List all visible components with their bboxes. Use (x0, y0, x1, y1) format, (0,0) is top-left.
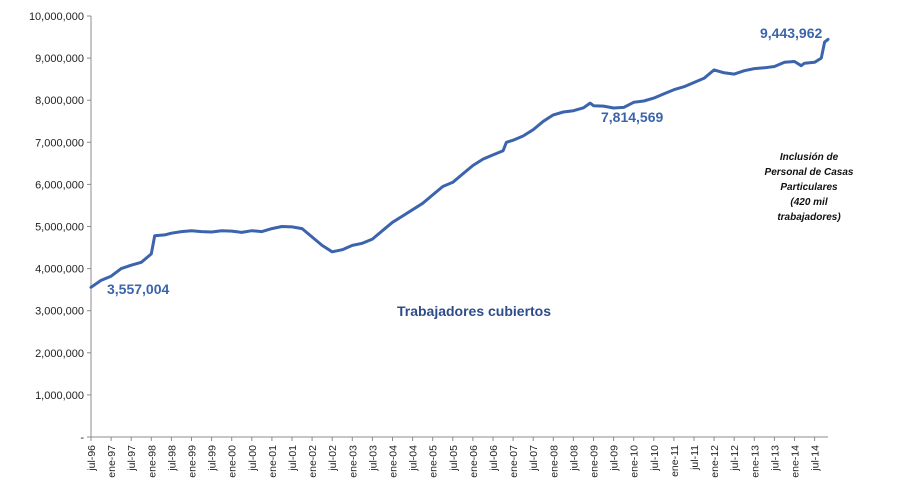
y-axis-ticks: - 1,000,000 2,000,000 3,000,000 4,000,000 5,0… (29, 11, 91, 444)
annotation-line: trabajadores) (777, 212, 841, 223)
x-tick-label: jul-00 (247, 445, 259, 472)
y-tick-label: 2,000,000 (35, 348, 84, 360)
x-tick-label: ene-05 (428, 445, 440, 478)
series-line-trabajadores-cubiertos (89, 37, 830, 289)
x-tick-label: ene-12 (709, 445, 721, 478)
y-tick-label: 6,000,000 (35, 179, 84, 191)
x-tick-label: ene-14 (790, 445, 802, 478)
x-tick-label: ene-98 (146, 445, 158, 478)
x-axis-ticks: jul-96 ene-97 jul-97 ene-98 jul-98 ene-99 jul-… (86, 437, 822, 478)
x-tick-label: jul-02 (327, 445, 339, 472)
x-tick-label: ene-02 (307, 445, 319, 478)
x-tick-label: jul-13 (769, 445, 781, 472)
x-tick-label: jul-01 (287, 445, 299, 472)
x-tick-label: ene-99 (187, 445, 199, 478)
x-tick-label: jul-08 (568, 445, 580, 472)
x-tick-label: ene-06 (468, 445, 480, 478)
annotation-line: Inclusión de (780, 152, 839, 163)
data-label-start: 3,557,004 (107, 281, 169, 297)
annotation-note: Inclusión de Personal de Casas Particula… (765, 152, 854, 223)
x-tick-label: jul-99 (207, 445, 219, 472)
x-tick-label: jul-03 (367, 445, 379, 472)
y-tick-label: - (80, 432, 84, 444)
x-tick-label: ene-10 (629, 445, 641, 478)
x-tick-label: ene-11 (669, 445, 681, 477)
x-tick-label: jul-12 (729, 445, 741, 472)
data-label-end: 9,443,962 (760, 25, 822, 41)
x-tick-label: jul-09 (609, 445, 621, 472)
x-tick-label: ene-00 (227, 445, 239, 478)
chart-axes (90, 16, 828, 438)
y-tick-label: 7,000,000 (35, 137, 84, 149)
x-tick-label: jul-05 (448, 445, 460, 472)
annotation-line: (420 mil (790, 197, 827, 208)
x-tick-label: jul-96 (86, 445, 98, 472)
x-tick-label: jul-97 (126, 445, 138, 472)
y-tick-label: 8,000,000 (35, 95, 84, 107)
x-tick-label: ene-97 (106, 445, 118, 478)
y-tick-label: 5,000,000 (35, 222, 84, 234)
x-tick-label: ene-09 (589, 445, 601, 478)
x-tick-label: jul-11 (689, 445, 701, 471)
y-tick-label: 4,000,000 (35, 264, 84, 276)
x-tick-label: ene-08 (548, 445, 560, 478)
x-tick-label: jul-14 (810, 445, 822, 472)
x-tick-label: jul-98 (166, 445, 178, 472)
x-tick-label: ene-01 (267, 445, 279, 478)
x-tick-label: jul-07 (528, 445, 540, 472)
x-tick-label: jul-06 (488, 445, 500, 472)
data-label-mid: 7,814,569 (601, 109, 663, 125)
x-tick-label: ene-03 (347, 445, 359, 478)
series-label: Trabajadores cubiertos (397, 303, 551, 319)
y-tick-label: 10,000,000 (29, 11, 84, 23)
y-tick-label: 1,000,000 (35, 390, 84, 402)
x-tick-label: jul-10 (649, 445, 661, 472)
x-tick-label: ene-07 (508, 445, 520, 478)
annotation-line: Personal de Casas (765, 167, 854, 178)
x-tick-label: jul-04 (408, 445, 420, 472)
y-tick-label: 9,000,000 (35, 53, 84, 65)
y-tick-label: 3,000,000 (35, 306, 84, 318)
x-tick-label: ene-04 (388, 445, 400, 478)
x-tick-label: ene-13 (749, 445, 761, 478)
annotation-line: Particulares (780, 182, 838, 193)
